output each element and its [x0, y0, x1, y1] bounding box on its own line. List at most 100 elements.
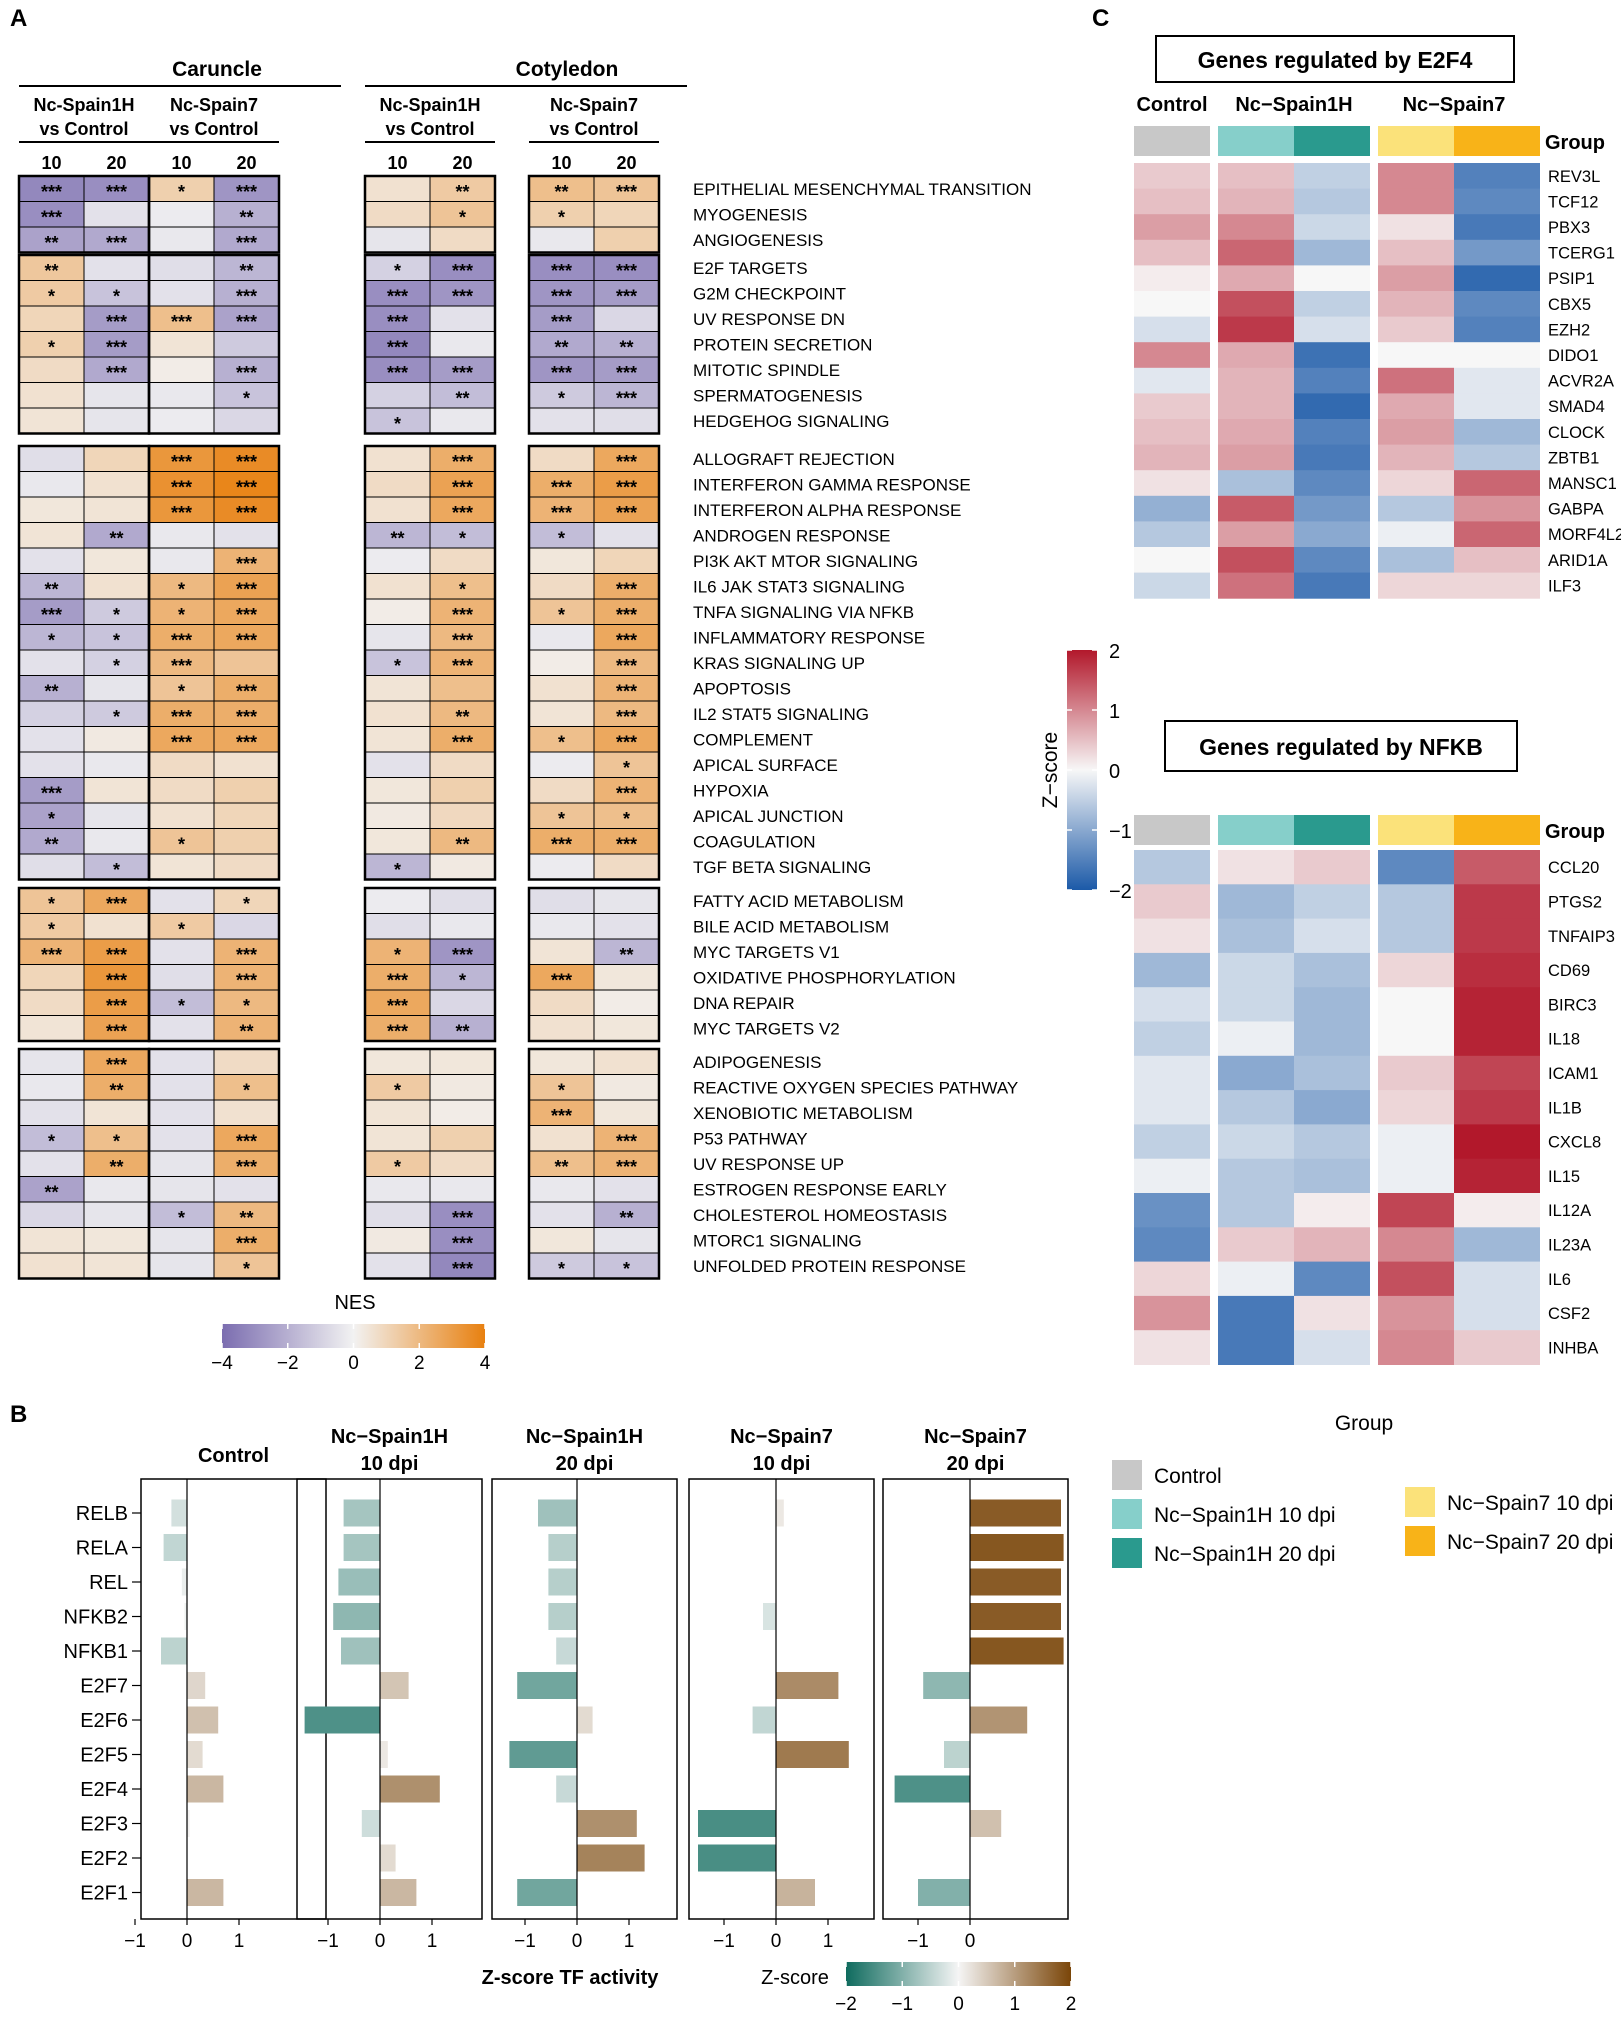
- significance-stars: ***: [106, 233, 127, 253]
- e2f4-cell: [1218, 188, 1294, 215]
- x-tick-label: 1: [427, 1931, 438, 1952]
- e2f4-group-bar: [1218, 126, 1294, 156]
- significance-stars: ***: [236, 630, 257, 650]
- e2f4-cell: [1378, 547, 1454, 574]
- panel-label-b: B: [10, 1401, 27, 1428]
- group-legend-swatch: [1405, 1526, 1435, 1556]
- significance-stars: ***: [616, 1157, 637, 1177]
- nfkb-cell: [1218, 1090, 1294, 1125]
- tf-activity-bar: [548, 1568, 577, 1596]
- e2f4-cell: [1218, 470, 1294, 497]
- significance-stars: **: [619, 1208, 633, 1228]
- nfkb-cell: [1218, 884, 1294, 920]
- e2f4-title: Genes regulated by E2F4: [1198, 47, 1473, 73]
- nes-cell: [593, 624, 660, 651]
- nfkb-cell: [1294, 987, 1370, 1022]
- e2f4-cell: [1218, 163, 1294, 190]
- pathway-label: KRAS SIGNALING UP: [693, 654, 865, 673]
- nes-cell: [364, 407, 431, 434]
- nes-cell: [429, 1125, 496, 1152]
- nes-cell: [18, 1048, 85, 1075]
- e2f4-cell: [1454, 470, 1540, 497]
- pathway-label: MYC TARGETS V2: [693, 1019, 840, 1038]
- significance-stars: ***: [551, 261, 572, 281]
- nes-cell: [18, 471, 85, 498]
- significance-stars: ***: [452, 732, 473, 752]
- nes-cell: [593, 445, 660, 472]
- day-label-0-0: 10: [41, 153, 61, 173]
- e2f4-group-bar: [1378, 126, 1454, 156]
- nes-tick-label: −2: [277, 1353, 299, 1374]
- e2f4-title-box: [1155, 35, 1515, 83]
- significance-stars: *: [394, 945, 401, 965]
- nes-cell: [83, 445, 150, 472]
- pathway-label: INFLAMMATORY RESPONSE: [693, 628, 925, 647]
- e2f4-cell: [1134, 470, 1210, 497]
- pathway-label: ESTROGEN RESPONSE EARLY: [693, 1180, 947, 1199]
- significance-stars: *: [113, 707, 120, 727]
- significance-stars: ***: [551, 1106, 572, 1126]
- nes-cell: [148, 201, 215, 228]
- significance-stars: ***: [551, 312, 572, 332]
- group-legend: Group Control Nc−Spain1H 10 dpi Nc−Spain1H …: [1112, 1412, 1613, 1568]
- nes-cell: [364, 989, 431, 1016]
- e2f4-group-bar: [1134, 126, 1210, 156]
- nfkb-cell: [1294, 850, 1370, 885]
- e2f4-gene-label: REV3L: [1548, 168, 1600, 186]
- nes-cell: [83, 573, 150, 600]
- significance-stars: *: [558, 605, 565, 625]
- nes-cell: [18, 751, 85, 778]
- significance-stars: *: [394, 1080, 401, 1100]
- nes-cell: [528, 700, 595, 727]
- nes-cell: [364, 887, 431, 914]
- nes-cell: [148, 280, 215, 307]
- nes-cell: [148, 887, 215, 914]
- pathway-label: APICAL JUNCTION: [693, 807, 844, 826]
- e2f4-cell: [1454, 265, 1540, 292]
- nfkb-cell: [1134, 1261, 1210, 1297]
- significance-stars: ***: [106, 996, 127, 1016]
- nfkb-gene-label: IL1B: [1548, 1099, 1582, 1117]
- nfkb-cell: [1134, 1124, 1210, 1160]
- nfkb-cell: [1294, 1295, 1370, 1331]
- nfkb-cell: [1134, 1330, 1210, 1365]
- nes-cell: [528, 1150, 595, 1177]
- nfkb-title: Genes regulated by NFKB: [1199, 734, 1483, 760]
- nfkb-group-bar: [1454, 815, 1540, 845]
- nes-cell: [18, 989, 85, 1016]
- tf-activity-bar: [380, 1775, 440, 1803]
- tf-activity-bar: [187, 1810, 190, 1837]
- tissue-label-0: Caruncle: [172, 58, 262, 81]
- nes-cell: [148, 331, 215, 358]
- nes-cell: [18, 407, 85, 434]
- e2f4-cell: [1378, 188, 1454, 215]
- significance-stars: **: [455, 707, 469, 727]
- significance-stars: ***: [616, 732, 637, 752]
- nes-cell: [83, 964, 150, 991]
- e2f4-cell: [1454, 163, 1540, 190]
- significance-stars: **: [44, 233, 58, 253]
- nes-cell: [593, 496, 660, 523]
- nes-cell: [364, 1048, 431, 1075]
- significance-stars: ***: [171, 630, 192, 650]
- tf-activity-bar: [343, 1534, 380, 1561]
- nes-cell: [83, 471, 150, 498]
- e2f4-group-axis-label: Group: [1545, 132, 1605, 154]
- tf-colorbar-tick-label: −2: [835, 1994, 857, 2015]
- tf-label: REL: [89, 1572, 128, 1594]
- e2f4-cell: [1294, 547, 1370, 574]
- nes-cell: [528, 649, 595, 676]
- nfkb-cell: [1378, 1330, 1454, 1365]
- significance-stars: **: [44, 261, 58, 281]
- significance-stars: ***: [387, 970, 408, 990]
- significance-stars: ***: [452, 605, 473, 625]
- significance-stars: ***: [236, 233, 257, 253]
- significance-stars: ***: [387, 363, 408, 383]
- nes-cell: [148, 522, 215, 549]
- nfkb-gene-label: CD69: [1548, 962, 1590, 980]
- nes-cell: [528, 445, 595, 472]
- e2f4-cell: [1378, 214, 1454, 241]
- nes-cell: [83, 853, 150, 880]
- nfkb-cell: [1294, 1124, 1370, 1160]
- significance-stars: ***: [236, 312, 257, 332]
